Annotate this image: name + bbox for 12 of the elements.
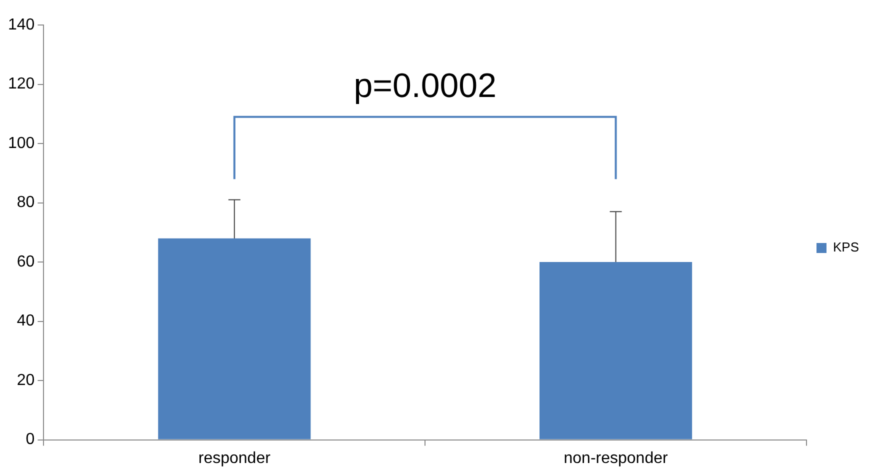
annotation: p=0.0002 [354,67,496,106]
y-tick-label: 100 [8,134,35,152]
y-tick-label: 140 [8,16,35,34]
y-tick-label: 60 [16,253,35,270]
y-tick-label: 80 [16,194,35,212]
x-tick-label: responder [198,450,272,467]
y-tick-label: 40 [16,312,35,330]
y-tick-label: 120 [8,76,35,93]
x-tick-label: non-responder [564,450,668,467]
y-tick-label: 0 [26,431,35,448]
legend-label: KPS [832,240,860,255]
y-tick-label: 20 [16,372,35,389]
